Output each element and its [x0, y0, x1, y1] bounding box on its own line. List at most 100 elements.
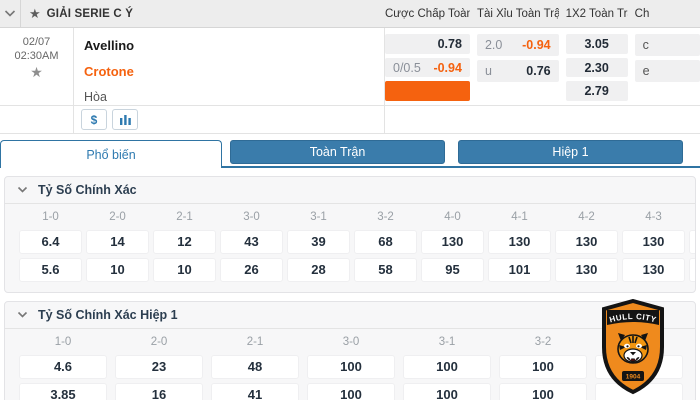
odds-cell[interactable]: 130 [555, 230, 618, 254]
score-column-header: 2-1 [176, 211, 193, 223]
odds-cell[interactable]: 26 [220, 258, 283, 282]
odds-cell[interactable]: 100 [499, 355, 587, 379]
1x2-away-odds[interactable]: 2.30 [565, 57, 628, 78]
cutoff-odds-cell[interactable]: e [634, 60, 700, 82]
1x2-draw-odds[interactable]: 2.79 [565, 81, 628, 102]
odds-cell[interactable]: 48 [211, 355, 299, 379]
odds-cell[interactable]: 16 [115, 383, 203, 400]
odds-cell[interactable]: 39 [287, 230, 350, 254]
odds-value: 0.76 [526, 64, 551, 78]
tools-row: $ [0, 106, 700, 134]
odds-cell[interactable]: 10 [153, 258, 216, 282]
league-title: GIẢI SERIE C Ý [46, 7, 134, 20]
cutoff-column: c e [634, 34, 700, 105]
score-column-header: 1-0 [42, 211, 59, 223]
odds-cell[interactable]: 101 [488, 258, 551, 282]
column-header-1x2: 1X2 Toàn Trận [565, 8, 628, 20]
match-row: 02/07 02:30AM ★ Avellino Crotone Hòa 0.7… [0, 28, 700, 106]
tab-popular[interactable]: Phổ biến [0, 140, 222, 168]
tab-label: Hiệp 1 [552, 145, 589, 159]
odds-cell[interactable]: 100 [403, 355, 491, 379]
away-team-name: Crotone [84, 63, 134, 79]
odds-cell[interactable]: 5.6 [19, 258, 82, 282]
tools-right-spacer [385, 106, 700, 133]
odds-value: 2.30 [584, 60, 609, 75]
under-odds[interactable]: u 0.76 [476, 60, 559, 82]
section-correct-score-half1: Tỷ Số Chính Xác Hiệp 1 1-0 2-0 2-1 3-0 3… [4, 301, 696, 400]
match-time: 02:30AM [14, 50, 59, 62]
handicap-odds-away[interactable]: 0/0.5 -0.94 [385, 57, 470, 78]
odds-cell[interactable]: 3.85 [19, 383, 107, 400]
total-line: 2.0 [484, 38, 503, 52]
score-column-header: 3-1 [310, 211, 327, 223]
handicap-odds-updating[interactable] [385, 81, 470, 102]
odds-value: -0.94 [522, 38, 551, 52]
odds-cell[interactable]: 100 [403, 383, 491, 400]
tab-bar: Phổ biến Toàn Trận Hiệp 1 [0, 140, 700, 168]
cutoff-text: c [642, 38, 649, 52]
odds-column-headers: Cược Chấp Toàn... Tài Xỉu Toàn Trận 1X2 … [385, 0, 700, 28]
badge-year-band [622, 371, 644, 381]
one-x-two-column: 3.05 2.30 2.79 [565, 34, 628, 105]
odds-cell[interactable]: 100 [499, 383, 587, 400]
badge-top-band [607, 310, 659, 325]
odds-cell[interactable]: 23 [115, 355, 203, 379]
score-header-row: 1-0 2-0 2-1 3-0 3-1 3-2 4-0 4-1 4-2 4-3 [5, 204, 695, 226]
odds-cell[interactable]: 14 [86, 230, 149, 254]
odds-cell[interactable]: 6.4 [19, 230, 82, 254]
tools-buttons: $ [74, 106, 385, 133]
tools-left-spacer [0, 106, 74, 133]
over-odds[interactable]: 2.0 -0.94 [476, 34, 559, 56]
odds-value: -0.94 [433, 60, 462, 75]
score-header-row: 1-0 2-0 2-1 3-0 3-1 3-2 [5, 329, 695, 351]
score-column-header: 2-1 [246, 336, 264, 348]
home-team-name: Avellino [84, 37, 135, 53]
section-header[interactable]: Tỷ Số Chính Xác Hiệp 1 [5, 302, 695, 329]
chevron-down-icon[interactable] [17, 186, 28, 194]
score-odds-row: 6.4 14 12 43 39 68 130 130 130 130 [5, 226, 695, 254]
tab-first-half[interactable]: Hiệp 1 [458, 140, 683, 164]
odds-cell[interactable]: 58 [354, 258, 417, 282]
score-column-header: 4-3 [645, 211, 662, 223]
odds-cell[interactable]: 28 [287, 258, 350, 282]
score-column-header: 4-0 [444, 211, 461, 223]
odds-cell[interactable]: 130 [622, 258, 685, 282]
odds-cell[interactable]: 12 [153, 230, 216, 254]
chevron-down-icon[interactable] [17, 311, 28, 319]
1x2-home-odds[interactable]: 3.05 [565, 34, 628, 54]
favorite-star-icon[interactable]: ★ [30, 64, 43, 80]
odds-cell[interactable]: 95 [421, 258, 484, 282]
score-column-header: 4-1 [511, 211, 528, 223]
odds-cell[interactable]: 130 [622, 230, 685, 254]
odds-cell[interactable]: 43 [220, 230, 283, 254]
odds-cell[interactable]: 10 [86, 258, 149, 282]
draw-label: Hòa [84, 90, 107, 104]
tab-label: Phổ biến [86, 147, 136, 162]
score-column-header: 2-0 [109, 211, 126, 223]
league-star-icon[interactable]: ★ [29, 5, 41, 21]
collapse-chevron-icon[interactable] [0, 9, 20, 18]
handicap-odds-home[interactable]: 0.78 [385, 34, 470, 54]
odds-cell[interactable]: 4.6 [19, 355, 107, 379]
odds-cell[interactable]: 41 [211, 383, 299, 400]
odds-cell-cutoff [689, 258, 695, 282]
section-header[interactable]: Tỷ Số Chính Xác [5, 177, 695, 204]
odds-cell[interactable]: 130 [421, 230, 484, 254]
odds-cell[interactable]: 130 [488, 230, 551, 254]
score-odds-row: 5.6 10 10 26 28 58 95 101 130 130 [5, 254, 695, 282]
score-column-header: 1-0 [54, 336, 72, 348]
odds-value: 0.78 [437, 36, 462, 51]
tab-full-match[interactable]: Toàn Trận [230, 140, 445, 164]
over-under-column: 2.0 -0.94 u 0.76 [476, 34, 559, 105]
odds-cell[interactable]: 100 [307, 355, 395, 379]
section-title-text: Tỷ Số Chính Xác Hiệp 1 [38, 308, 178, 322]
odds-cell[interactable]: 130 [555, 258, 618, 282]
badge-year: 1904 [626, 374, 641, 381]
match-date: 02/07 [22, 36, 51, 48]
column-header-handicap: Cược Chấp Toàn... [385, 8, 470, 20]
odds-cell[interactable]: 68 [354, 230, 417, 254]
odds-money-button[interactable]: $ [81, 109, 107, 130]
odds-cell[interactable]: 100 [307, 383, 395, 400]
cutoff-odds-cell[interactable]: c [634, 34, 700, 56]
stats-button[interactable] [112, 109, 138, 130]
